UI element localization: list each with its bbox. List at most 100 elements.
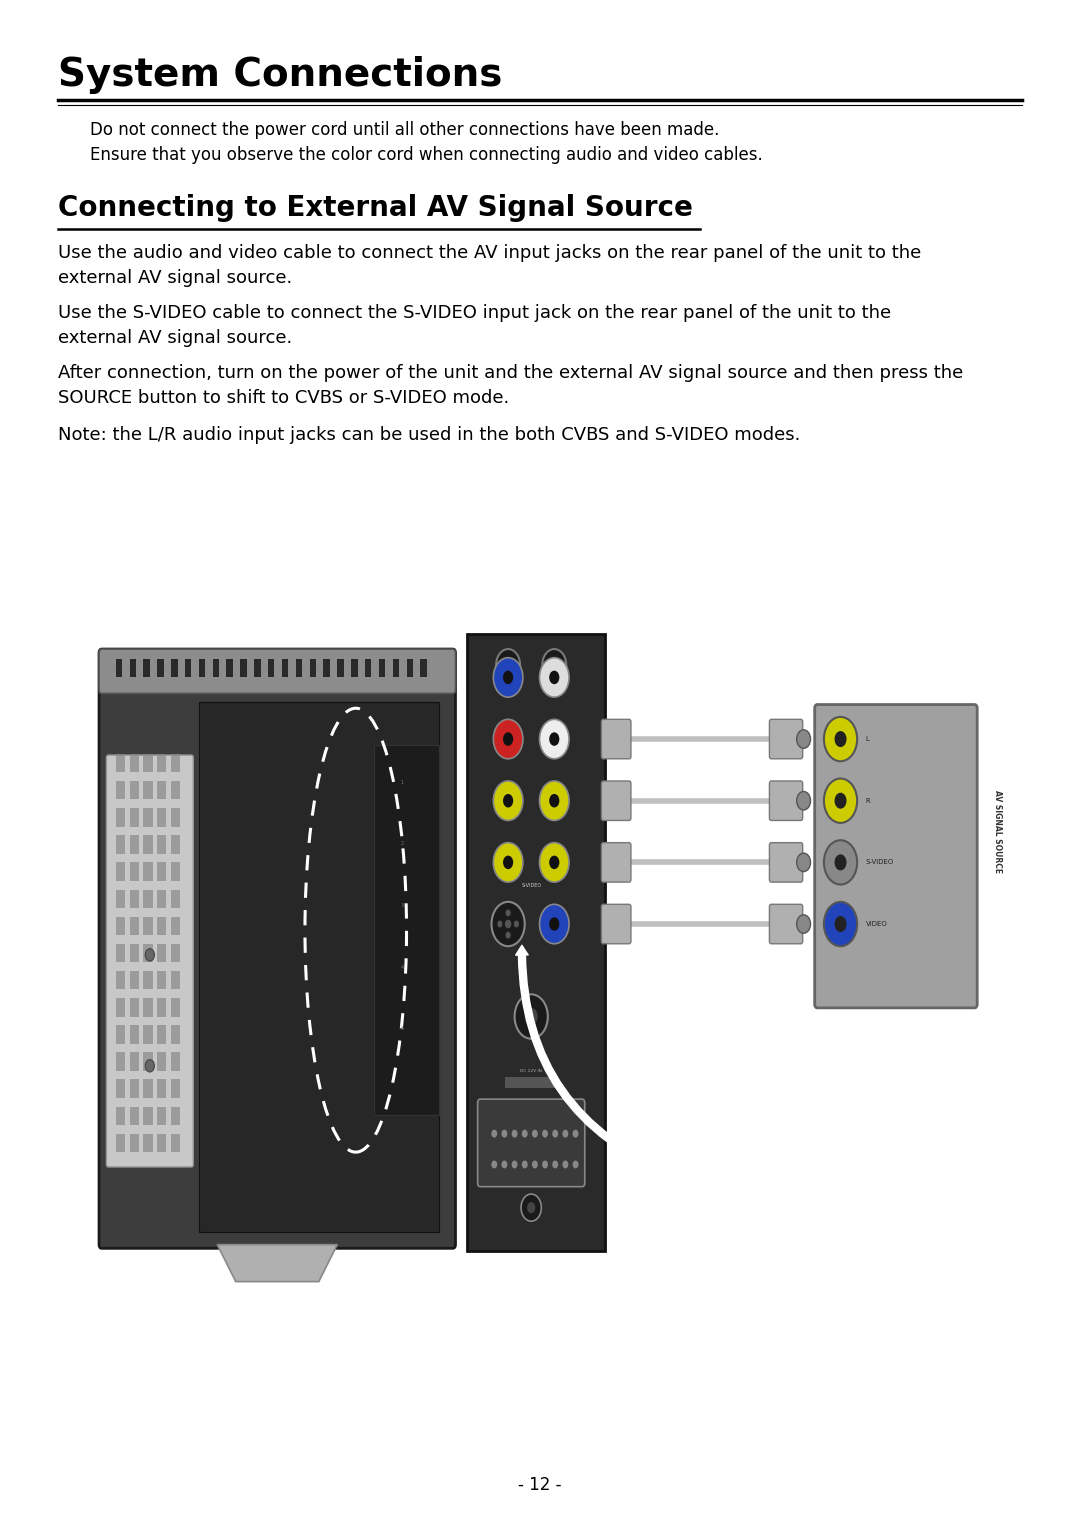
Bar <box>130 998 138 1017</box>
Circle shape <box>797 914 810 933</box>
Bar <box>116 943 125 962</box>
Bar <box>158 754 166 773</box>
Bar <box>227 658 233 678</box>
Circle shape <box>494 719 523 759</box>
FancyArrowPatch shape <box>515 945 677 1180</box>
Bar <box>158 863 166 881</box>
Bar <box>130 943 138 962</box>
Bar <box>116 998 125 1017</box>
FancyBboxPatch shape <box>769 904 802 943</box>
Bar <box>158 1052 166 1071</box>
Text: R: R <box>865 797 870 803</box>
Bar <box>254 658 260 678</box>
Bar <box>171 863 180 881</box>
Bar <box>268 658 274 678</box>
Bar <box>116 1079 125 1097</box>
Circle shape <box>494 780 523 820</box>
Circle shape <box>494 658 523 696</box>
Circle shape <box>527 1202 536 1213</box>
Bar <box>116 835 125 853</box>
FancyBboxPatch shape <box>769 719 802 759</box>
Bar <box>130 1079 138 1097</box>
Circle shape <box>835 855 847 870</box>
Circle shape <box>503 658 513 671</box>
Bar <box>171 1134 180 1152</box>
Circle shape <box>532 1161 538 1169</box>
FancyBboxPatch shape <box>99 649 456 693</box>
Bar <box>116 863 125 881</box>
Circle shape <box>797 853 810 872</box>
Bar <box>505 1077 557 1088</box>
Circle shape <box>542 1129 548 1137</box>
Bar <box>144 754 152 773</box>
Bar <box>171 890 180 908</box>
Bar <box>144 916 152 936</box>
Bar <box>420 658 427 678</box>
Bar <box>158 658 164 678</box>
Text: S-VIDEO: S-VIDEO <box>865 860 894 866</box>
Text: VIDEO: VIDEO <box>865 920 887 927</box>
Circle shape <box>550 658 558 671</box>
Circle shape <box>503 855 513 869</box>
Circle shape <box>540 843 569 882</box>
Bar <box>130 835 138 853</box>
Text: 5: 5 <box>401 1026 404 1032</box>
FancyBboxPatch shape <box>814 704 977 1007</box>
Bar <box>116 1052 125 1071</box>
Bar <box>171 808 180 826</box>
Bar <box>171 1026 180 1044</box>
Circle shape <box>835 916 847 933</box>
Bar <box>116 916 125 936</box>
Bar <box>144 890 152 908</box>
Circle shape <box>550 917 559 931</box>
Text: - 12 -: - 12 - <box>518 1477 562 1494</box>
Bar <box>158 890 166 908</box>
Text: 2: 2 <box>401 841 404 846</box>
Bar <box>130 916 138 936</box>
Bar <box>158 808 166 826</box>
FancyBboxPatch shape <box>199 703 438 1233</box>
Text: 1: 1 <box>401 780 404 785</box>
Circle shape <box>491 1161 497 1169</box>
Text: After connection, turn on the power of the unit and the external AV signal sourc: After connection, turn on the power of t… <box>58 364 963 383</box>
Bar <box>144 971 152 989</box>
Bar <box>171 943 180 962</box>
Bar <box>158 1079 166 1097</box>
Circle shape <box>824 840 858 884</box>
Circle shape <box>824 779 858 823</box>
Circle shape <box>501 1129 508 1137</box>
Circle shape <box>572 1161 579 1169</box>
Circle shape <box>496 649 521 681</box>
Bar <box>130 1106 138 1125</box>
Bar <box>144 835 152 853</box>
Bar <box>393 658 400 678</box>
Circle shape <box>504 919 511 928</box>
Text: Do not connect the power cord until all other connections have been made.: Do not connect the power cord until all … <box>90 120 719 139</box>
Circle shape <box>512 1129 517 1137</box>
Bar <box>116 658 122 678</box>
Bar <box>171 754 180 773</box>
Bar <box>130 1134 138 1152</box>
FancyBboxPatch shape <box>477 1099 584 1187</box>
Circle shape <box>540 658 569 696</box>
Bar <box>116 971 125 989</box>
Circle shape <box>542 649 566 681</box>
Circle shape <box>550 671 559 684</box>
Bar <box>158 835 166 853</box>
Bar <box>158 1106 166 1125</box>
Text: SOURCE button to shift to CVBS or S-VIDEO mode.: SOURCE button to shift to CVBS or S-VIDE… <box>58 389 510 407</box>
Circle shape <box>542 1161 548 1169</box>
FancyBboxPatch shape <box>769 843 802 882</box>
Bar <box>130 1026 138 1044</box>
Circle shape <box>494 843 523 882</box>
Circle shape <box>835 732 847 747</box>
FancyBboxPatch shape <box>107 754 193 1167</box>
Bar <box>116 754 125 773</box>
Bar <box>144 863 152 881</box>
Bar <box>116 780 125 800</box>
Bar <box>351 658 357 678</box>
Bar <box>171 998 180 1017</box>
Circle shape <box>522 1161 528 1169</box>
Bar <box>171 780 180 800</box>
Text: System Connections: System Connections <box>58 56 502 94</box>
